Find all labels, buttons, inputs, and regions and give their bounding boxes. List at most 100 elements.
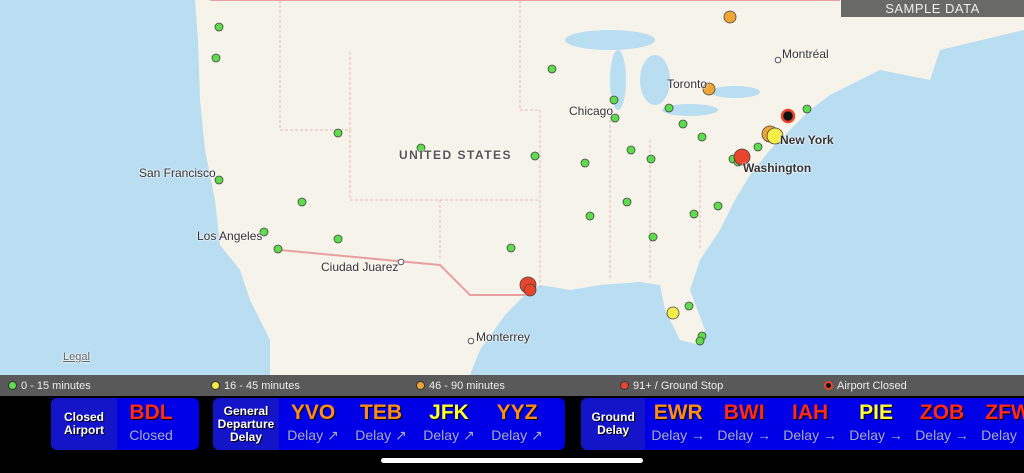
airport-marker[interactable] bbox=[214, 175, 224, 185]
city-label: San Francisco bbox=[139, 166, 216, 180]
city-dot-icon bbox=[774, 56, 782, 64]
airport-marker[interactable] bbox=[678, 119, 688, 129]
city-label: New York bbox=[780, 133, 834, 147]
airport-marker[interactable] bbox=[416, 143, 426, 153]
status-group: Ground Delay EWR Delay → BWI Delay → IAH Delay… bbox=[581, 398, 1024, 450]
airport-status-item[interactable]: TEB Delay ↗ bbox=[347, 398, 415, 450]
airport-status: Delay → bbox=[849, 427, 903, 443]
map-view[interactable]: Montréal Toronto Chicago UNITED STATES N… bbox=[0, 0, 1024, 375]
airport-marker[interactable] bbox=[689, 209, 699, 219]
airport-marker[interactable] bbox=[610, 113, 620, 123]
airport-marker[interactable] bbox=[646, 154, 656, 164]
airport-status-item[interactable]: BDL Closed bbox=[117, 398, 185, 450]
legend-item: 46 - 90 minutes bbox=[416, 380, 505, 392]
airport-code: JFK bbox=[429, 401, 469, 424]
airport-status-item[interactable]: BWI Delay → bbox=[711, 398, 777, 450]
airport-status-item[interactable]: PIE Delay → bbox=[843, 398, 909, 450]
red-dot-icon bbox=[620, 381, 629, 390]
airport-marker[interactable] bbox=[333, 234, 343, 244]
airport-marker[interactable] bbox=[733, 148, 751, 166]
airport-marker[interactable] bbox=[648, 232, 658, 242]
state-borders bbox=[210, 0, 840, 296]
airport-marker[interactable] bbox=[259, 227, 269, 237]
airport-marker[interactable] bbox=[211, 53, 221, 63]
legend-label: 46 - 90 minutes bbox=[429, 379, 505, 392]
airport-marker[interactable] bbox=[753, 142, 763, 152]
airport-code: TEB bbox=[360, 401, 402, 424]
airport-code: BWI bbox=[723, 401, 765, 424]
city-label: Washington bbox=[743, 161, 812, 175]
airport-marker[interactable] bbox=[580, 158, 590, 168]
airport-marker[interactable] bbox=[585, 211, 595, 221]
airport-marker[interactable] bbox=[523, 283, 537, 297]
group-title: Ground Delay bbox=[581, 398, 646, 450]
airport-marker[interactable] bbox=[622, 197, 632, 207]
airport-code: IAH bbox=[792, 401, 829, 424]
airport-status-item[interactable]: ZOB Delay → bbox=[909, 398, 975, 450]
airport-code: YVO bbox=[290, 401, 336, 424]
legend-bar: 0 - 15 minutes 16 - 45 minutes 46 - 90 m… bbox=[0, 375, 1024, 396]
legend-item: 16 - 45 minutes bbox=[211, 380, 300, 392]
airport-code: EWR bbox=[653, 401, 703, 424]
airport-marker[interactable] bbox=[695, 336, 705, 346]
airport-status-item[interactable]: YVO Delay ↗ bbox=[279, 398, 347, 450]
airport-status: Delay ↗ bbox=[423, 427, 475, 443]
airport-marker[interactable] bbox=[766, 127, 784, 145]
airport-status-item[interactable]: EWR Delay → bbox=[645, 398, 711, 450]
airport-status-item[interactable]: IAH Delay → bbox=[777, 398, 843, 450]
airport-status-item[interactable]: ZFW Delay → bbox=[975, 398, 1024, 450]
yellow-dot-icon bbox=[211, 381, 220, 390]
legend-label: 0 - 15 minutes bbox=[21, 379, 91, 392]
legend-item: 0 - 15 minutes bbox=[8, 380, 91, 392]
airport-marker[interactable] bbox=[609, 95, 619, 105]
airport-status-item[interactable]: JFK Delay ↗ bbox=[415, 398, 483, 450]
airport-status: Delay → bbox=[915, 427, 969, 443]
home-indicator[interactable] bbox=[381, 458, 643, 463]
airport-status-item[interactable]: YYZ Delay ↗ bbox=[483, 398, 551, 450]
map-canvas bbox=[195, 0, 1024, 375]
great-lakes bbox=[565, 30, 760, 116]
airport-marker[interactable] bbox=[506, 243, 516, 253]
airport-marker[interactable] bbox=[547, 64, 557, 74]
city-label: Los Angeles bbox=[197, 229, 263, 243]
city-label: Ciudad Juarez bbox=[321, 260, 399, 274]
airport-marker[interactable] bbox=[273, 244, 283, 254]
status-ticker[interactable]: Closed Airport BDL Closed General Departure… bbox=[0, 398, 1024, 450]
city-label: Chicago bbox=[569, 104, 614, 118]
group-title: Closed Airport bbox=[51, 398, 117, 450]
closed-airport-marker[interactable] bbox=[780, 108, 796, 124]
airport-marker[interactable] bbox=[702, 82, 716, 96]
airport-marker[interactable] bbox=[802, 104, 812, 114]
legend-item: Airport Closed bbox=[824, 380, 907, 392]
airport-code: BDL bbox=[129, 401, 173, 424]
airport-marker[interactable] bbox=[684, 301, 694, 311]
airport-status: Delay → bbox=[717, 427, 772, 443]
airport-marker[interactable] bbox=[723, 10, 737, 24]
sample-data-badge: SAMPLE DATA bbox=[841, 0, 1024, 17]
airport-code: PIE bbox=[859, 401, 894, 424]
airport-status: Delay ↗ bbox=[491, 427, 543, 443]
airport-marker[interactable] bbox=[626, 145, 636, 155]
airport-marker[interactable] bbox=[713, 201, 723, 211]
city-label: Montréal bbox=[782, 47, 829, 61]
legal-link[interactable]: Legal bbox=[63, 351, 90, 363]
airport-marker[interactable] bbox=[214, 22, 224, 32]
status-group: Closed Airport BDL Closed bbox=[51, 398, 199, 450]
airport-status: Delay ↗ bbox=[287, 427, 339, 443]
city-label: Toronto bbox=[667, 77, 708, 91]
airport-code: ZOB bbox=[919, 401, 965, 424]
airport-marker[interactable] bbox=[333, 128, 343, 138]
legend-item: 91+ / Ground Stop bbox=[620, 380, 723, 392]
airport-marker[interactable] bbox=[297, 197, 307, 207]
country-label: UNITED STATES bbox=[399, 148, 513, 162]
city-label: Monterrey bbox=[476, 330, 531, 344]
airport-marker[interactable] bbox=[530, 151, 540, 161]
legend-label: 16 - 45 minutes bbox=[224, 379, 300, 392]
city-dot-icon bbox=[467, 337, 475, 345]
airport-marker[interactable] bbox=[664, 103, 674, 113]
airport-marker[interactable] bbox=[666, 306, 680, 320]
airport-marker[interactable] bbox=[697, 132, 707, 142]
airport-status: Closed bbox=[129, 427, 173, 443]
airport-status: Delay ↗ bbox=[355, 427, 407, 443]
airport-code: YYZ bbox=[496, 401, 538, 424]
